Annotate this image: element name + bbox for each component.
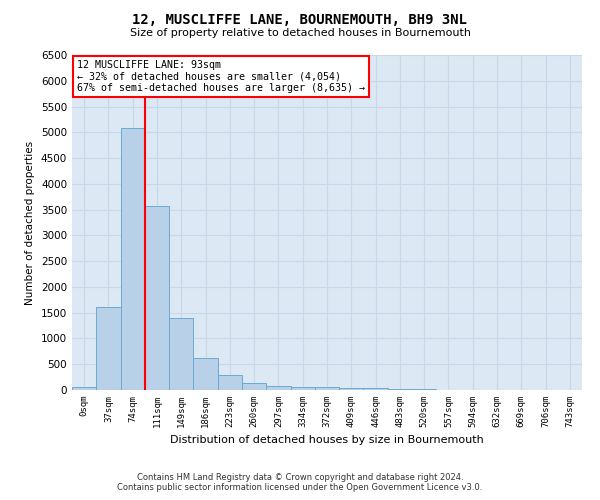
Bar [72,387,96,390]
Bar [339,388,364,390]
Bar [145,206,169,390]
Bar [169,318,193,390]
Bar [121,128,145,390]
Text: 12 MUSCLIFFE LANE: 93sqm
← 32% of detached houses are smaller (4,054)
67% of sem: 12 MUSCLIFFE LANE: 93sqm ← 32% of detach… [77,60,365,93]
Bar [290,387,315,390]
Bar [266,386,290,390]
X-axis label: Distribution of detached houses by size in Bournemouth: Distribution of detached houses by size … [170,436,484,446]
Bar [388,389,412,390]
Bar [193,358,218,390]
Bar [364,388,388,390]
Bar [218,374,242,390]
Text: 12, MUSCLIFFE LANE, BOURNEMOUTH, BH9 3NL: 12, MUSCLIFFE LANE, BOURNEMOUTH, BH9 3NL [133,12,467,26]
Y-axis label: Number of detached properties: Number of detached properties [25,140,35,304]
Bar [315,388,339,390]
Text: Size of property relative to detached houses in Bournemouth: Size of property relative to detached ho… [130,28,470,38]
Bar [96,306,121,390]
Bar [242,382,266,390]
Text: Contains HM Land Registry data © Crown copyright and database right 2024.
Contai: Contains HM Land Registry data © Crown c… [118,473,482,492]
